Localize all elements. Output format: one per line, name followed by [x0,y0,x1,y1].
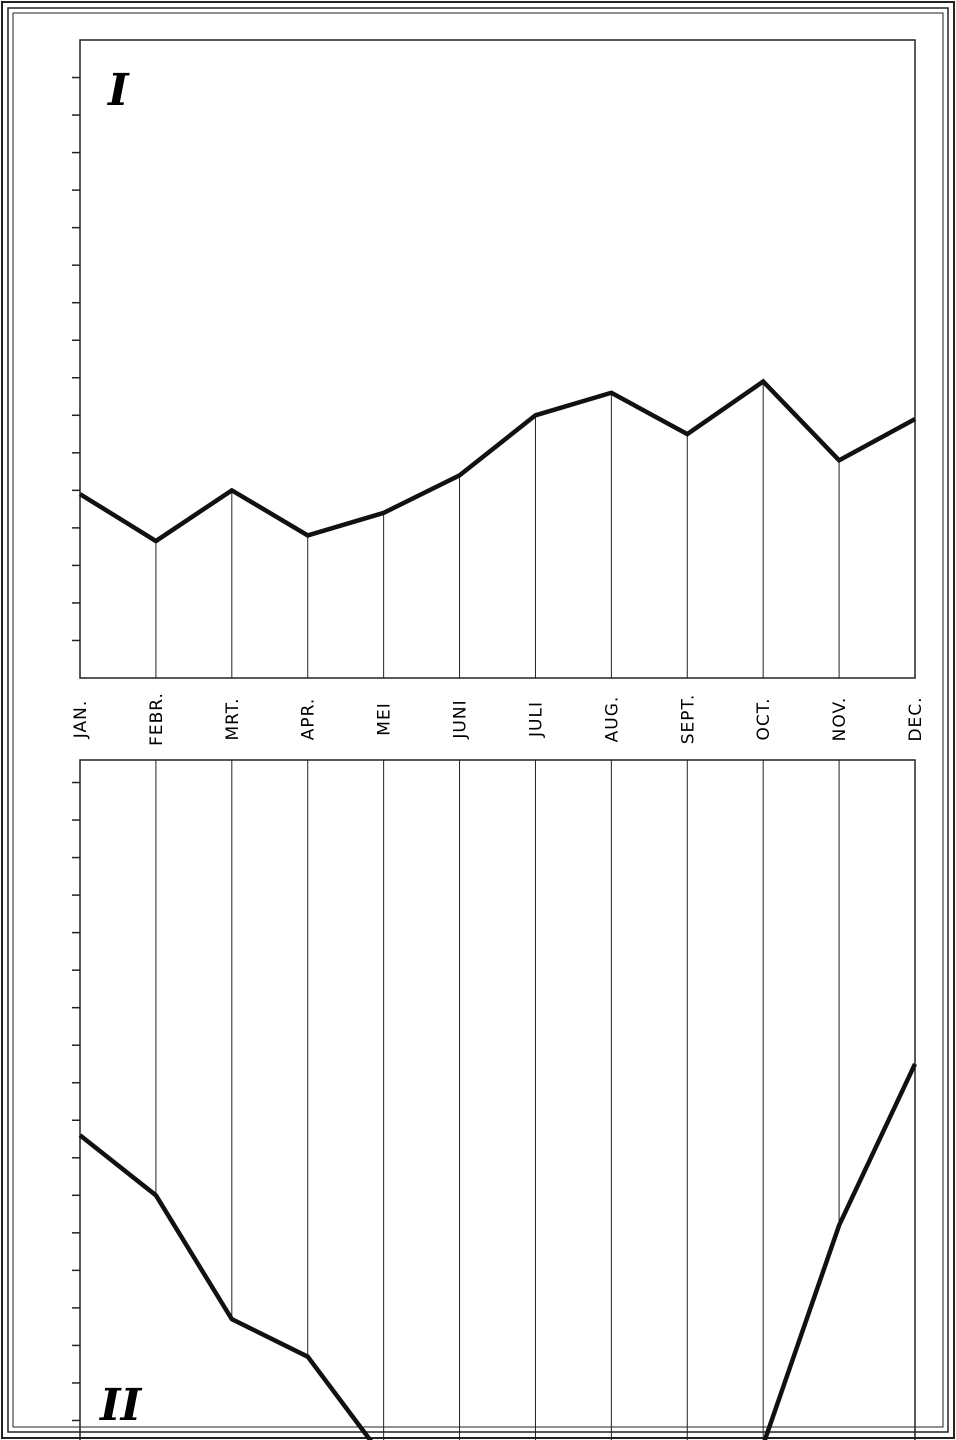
x-tick-label: JAN. [71,700,91,739]
x-tick-label: NOV. [830,697,850,742]
x-tick-label: OCT. [754,697,774,740]
x-tick-label: SEPT. [678,694,698,745]
x-tick-label: APR. [299,698,319,741]
plot-area [79,759,916,1440]
x-tick-label: MRT. [223,697,243,740]
x-tick-label: JULI [526,701,546,738]
chart-title: I [106,65,130,116]
x-tick-label: JUNI [451,699,471,739]
plot-area [79,39,916,679]
x-tick-label: DEC. [906,696,926,741]
frame-inner [12,12,944,1428]
x-tick-label: MEI [375,702,395,735]
frame-middle [7,7,949,1433]
data-line [78,378,917,544]
x-tick-label: AUG. [602,696,622,743]
chart-title: II [98,1380,143,1431]
data-line [78,1063,918,1440]
x-tick-label: FEBR. [147,692,167,746]
